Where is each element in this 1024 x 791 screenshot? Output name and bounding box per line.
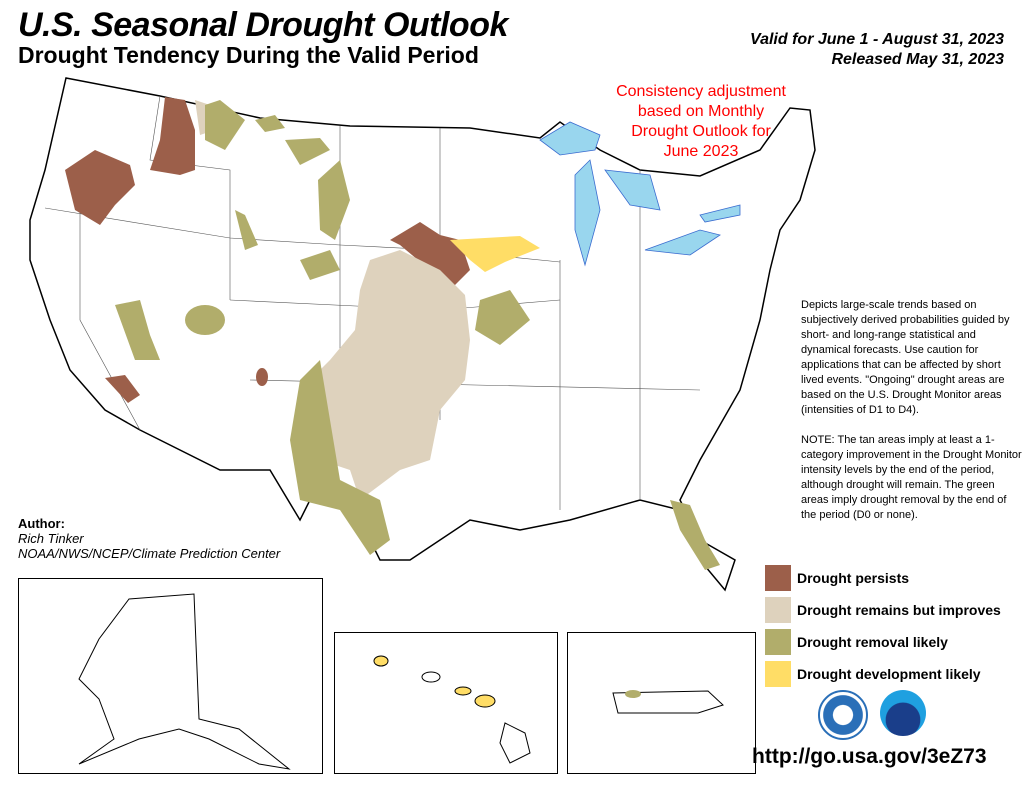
puerto-rico-inset — [567, 632, 756, 774]
author-name: Rich Tinker — [18, 531, 84, 546]
validity-dates: Valid for June 1 - August 31, 2023 Relea… — [750, 30, 1004, 70]
release-date: Released May 31, 2023 — [831, 51, 1004, 68]
great-lakes — [539, 121, 741, 267]
doc-seal-logo — [818, 690, 868, 740]
legend-label: Drought persists — [797, 570, 910, 586]
author-block: Author: Rich Tinker NOAA/NWS/NCEP/Climat… — [18, 516, 280, 561]
page-subtitle: Drought Tendency During the Valid Period — [18, 42, 479, 68]
page-title: U.S. Seasonal Drought Outlook — [18, 6, 508, 44]
drought-development-area — [450, 236, 540, 272]
note-paragraph: NOTE: The tan areas imply at least a 1-c… — [801, 434, 1022, 521]
hawaii-map — [373, 655, 531, 764]
legend-label: Drought remains but improves — [797, 602, 1001, 618]
legend-item-development: Drought development likely — [765, 658, 1001, 690]
valid-period: Valid for June 1 - August 31, 2023 — [750, 31, 1004, 48]
description-text: Depicts large-scale trends based on subj… — [801, 298, 1023, 538]
puerto-rico-map — [612, 690, 724, 714]
author-heading: Author: — [18, 516, 65, 531]
legend-label: Drought removal likely — [797, 634, 948, 650]
legend-item-improves: Drought remains but improves — [765, 594, 1001, 626]
info-url-link[interactable]: http://go.usa.gov/3eZ73 — [752, 745, 987, 768]
hawaii-inset — [334, 632, 558, 774]
legend-item-persists: Drought persists — [765, 562, 1001, 594]
description-paragraph: Depicts large-scale trends based on subj… — [801, 299, 1010, 416]
legend-label: Drought development likely — [797, 666, 981, 682]
legend-swatch — [765, 565, 791, 591]
legend-item-removal: Drought removal likely — [765, 626, 1001, 658]
alaska-inset — [18, 578, 323, 774]
noaa-logo — [880, 690, 926, 736]
alaska-map — [78, 593, 291, 770]
legend-swatch — [765, 629, 791, 655]
legend-swatch — [765, 661, 791, 687]
drought-persists-areas — [65, 97, 470, 403]
annotation-line: Drought Outlook for — [631, 123, 771, 140]
consistency-annotation: Consistency adjustment based on Monthly … — [596, 82, 806, 162]
author-org: NOAA/NWS/NCEP/Climate Prediction Center — [18, 546, 281, 561]
legend-swatch — [765, 597, 791, 623]
drought-removal-areas — [115, 100, 720, 570]
annotation-line: Consistency adjustment — [616, 83, 786, 100]
annotation-line: based on Monthly — [637, 103, 765, 120]
legend: Drought persists Drought remains but imp… — [765, 562, 1001, 690]
annotation-line: June 2023 — [663, 143, 739, 160]
